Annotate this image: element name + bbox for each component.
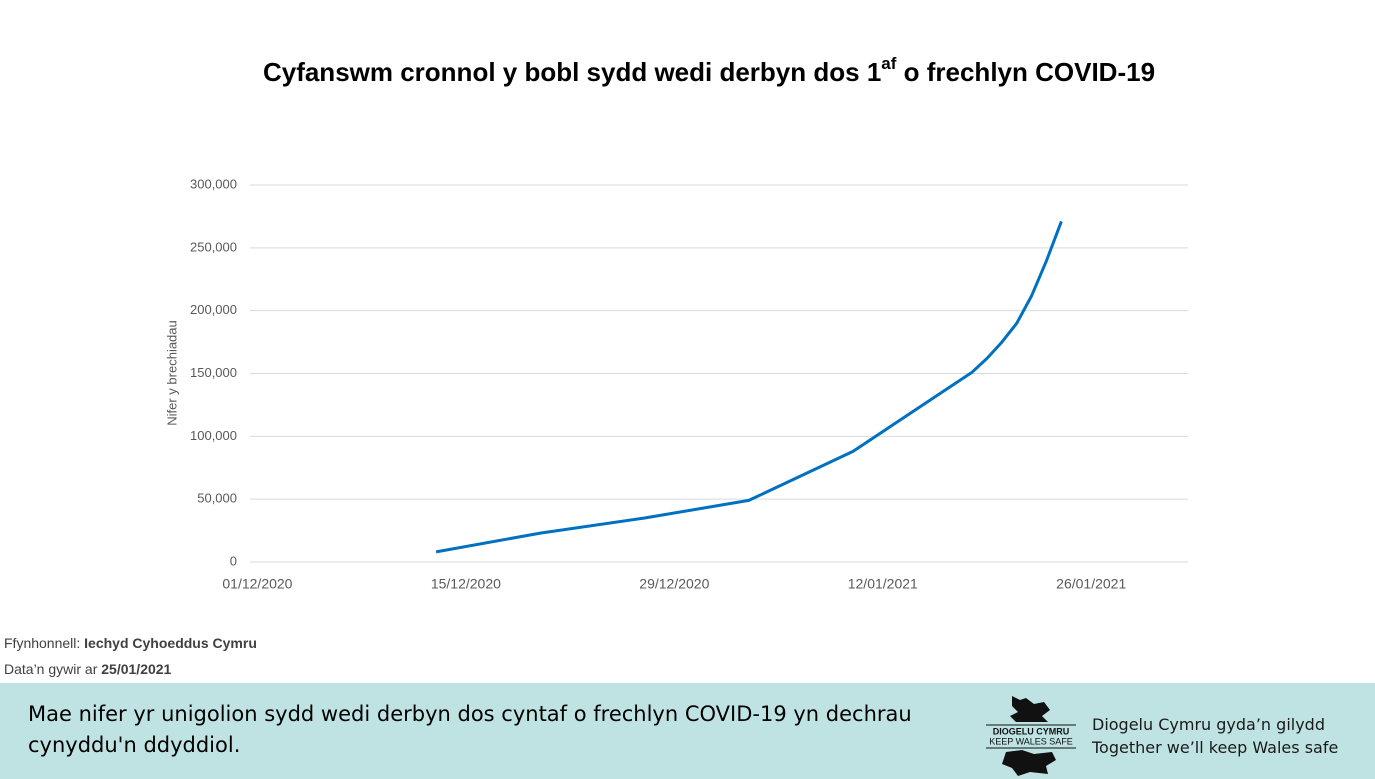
tagline-line: Diogelu Cymru gyda’n gilydd xyxy=(1092,715,1325,734)
logo-text: KEEP WALES SAFE xyxy=(989,736,1073,746)
date-value: 25/01/2021 xyxy=(101,661,172,677)
source-value: Iechyd Cyhoeddus Cymru xyxy=(84,635,257,651)
logo-dragon xyxy=(1010,696,1050,722)
y-tick-label: 200,000 xyxy=(190,302,237,317)
x-tick-label: 26/01/2021 xyxy=(1056,576,1126,592)
data-line xyxy=(435,220,1063,554)
y-tick-label: 50,000 xyxy=(197,491,237,506)
y-tick-label: 300,000 xyxy=(190,176,237,191)
y-tick-label: 150,000 xyxy=(190,365,237,380)
x-tick-label: 15/12/2020 xyxy=(431,576,501,592)
source-note: Ffynhonnell: Iechyd Cyhoeddus Cymru xyxy=(4,635,257,651)
date-note: Data’n gywir ar 25/01/2021 xyxy=(4,661,171,677)
y-axis-label: Nifer y brechiadau xyxy=(164,320,179,426)
banner-message: Mae nifer yr unigolion sydd wedi derbyn … xyxy=(28,702,912,757)
logo: DIOGELU CYMRU KEEP WALES SAFE xyxy=(986,696,1076,776)
y-tick-label: 100,000 xyxy=(190,428,237,443)
logo-map xyxy=(1002,750,1056,776)
title-text: Cyfanswm cronnol y bobl sydd wedi derbyn… xyxy=(263,57,881,87)
title-superscript: af xyxy=(881,54,896,73)
tagline-line: Together we’ll keep Wales safe xyxy=(1092,738,1339,757)
y-tick-label: 250,000 xyxy=(190,239,237,254)
title-text: o frechlyn COVID-19 xyxy=(896,57,1155,87)
chart: Cyfanswm cronnol y bobl sydd wedi derbyn… xyxy=(164,54,1188,592)
x-tick-label: 29/12/2020 xyxy=(639,576,709,592)
date-label: Data’n gywir ar xyxy=(4,661,102,677)
source-label: Ffynhonnell: xyxy=(4,635,85,651)
x-tick-label: 01/12/2020 xyxy=(222,576,292,592)
chart-title: Cyfanswm cronnol y bobl sydd wedi derbyn… xyxy=(263,54,1155,86)
tagline: Diogelu Cymru gyda’n gilydd Together we’l… xyxy=(1092,713,1338,759)
x-tick-label: 12/01/2021 xyxy=(848,576,918,592)
logo-text: DIOGELU CYMRU xyxy=(993,726,1070,736)
y-tick-label: 0 xyxy=(230,553,237,568)
banner: Mae nifer yr unigolion sydd wedi derbyn … xyxy=(0,683,1375,779)
